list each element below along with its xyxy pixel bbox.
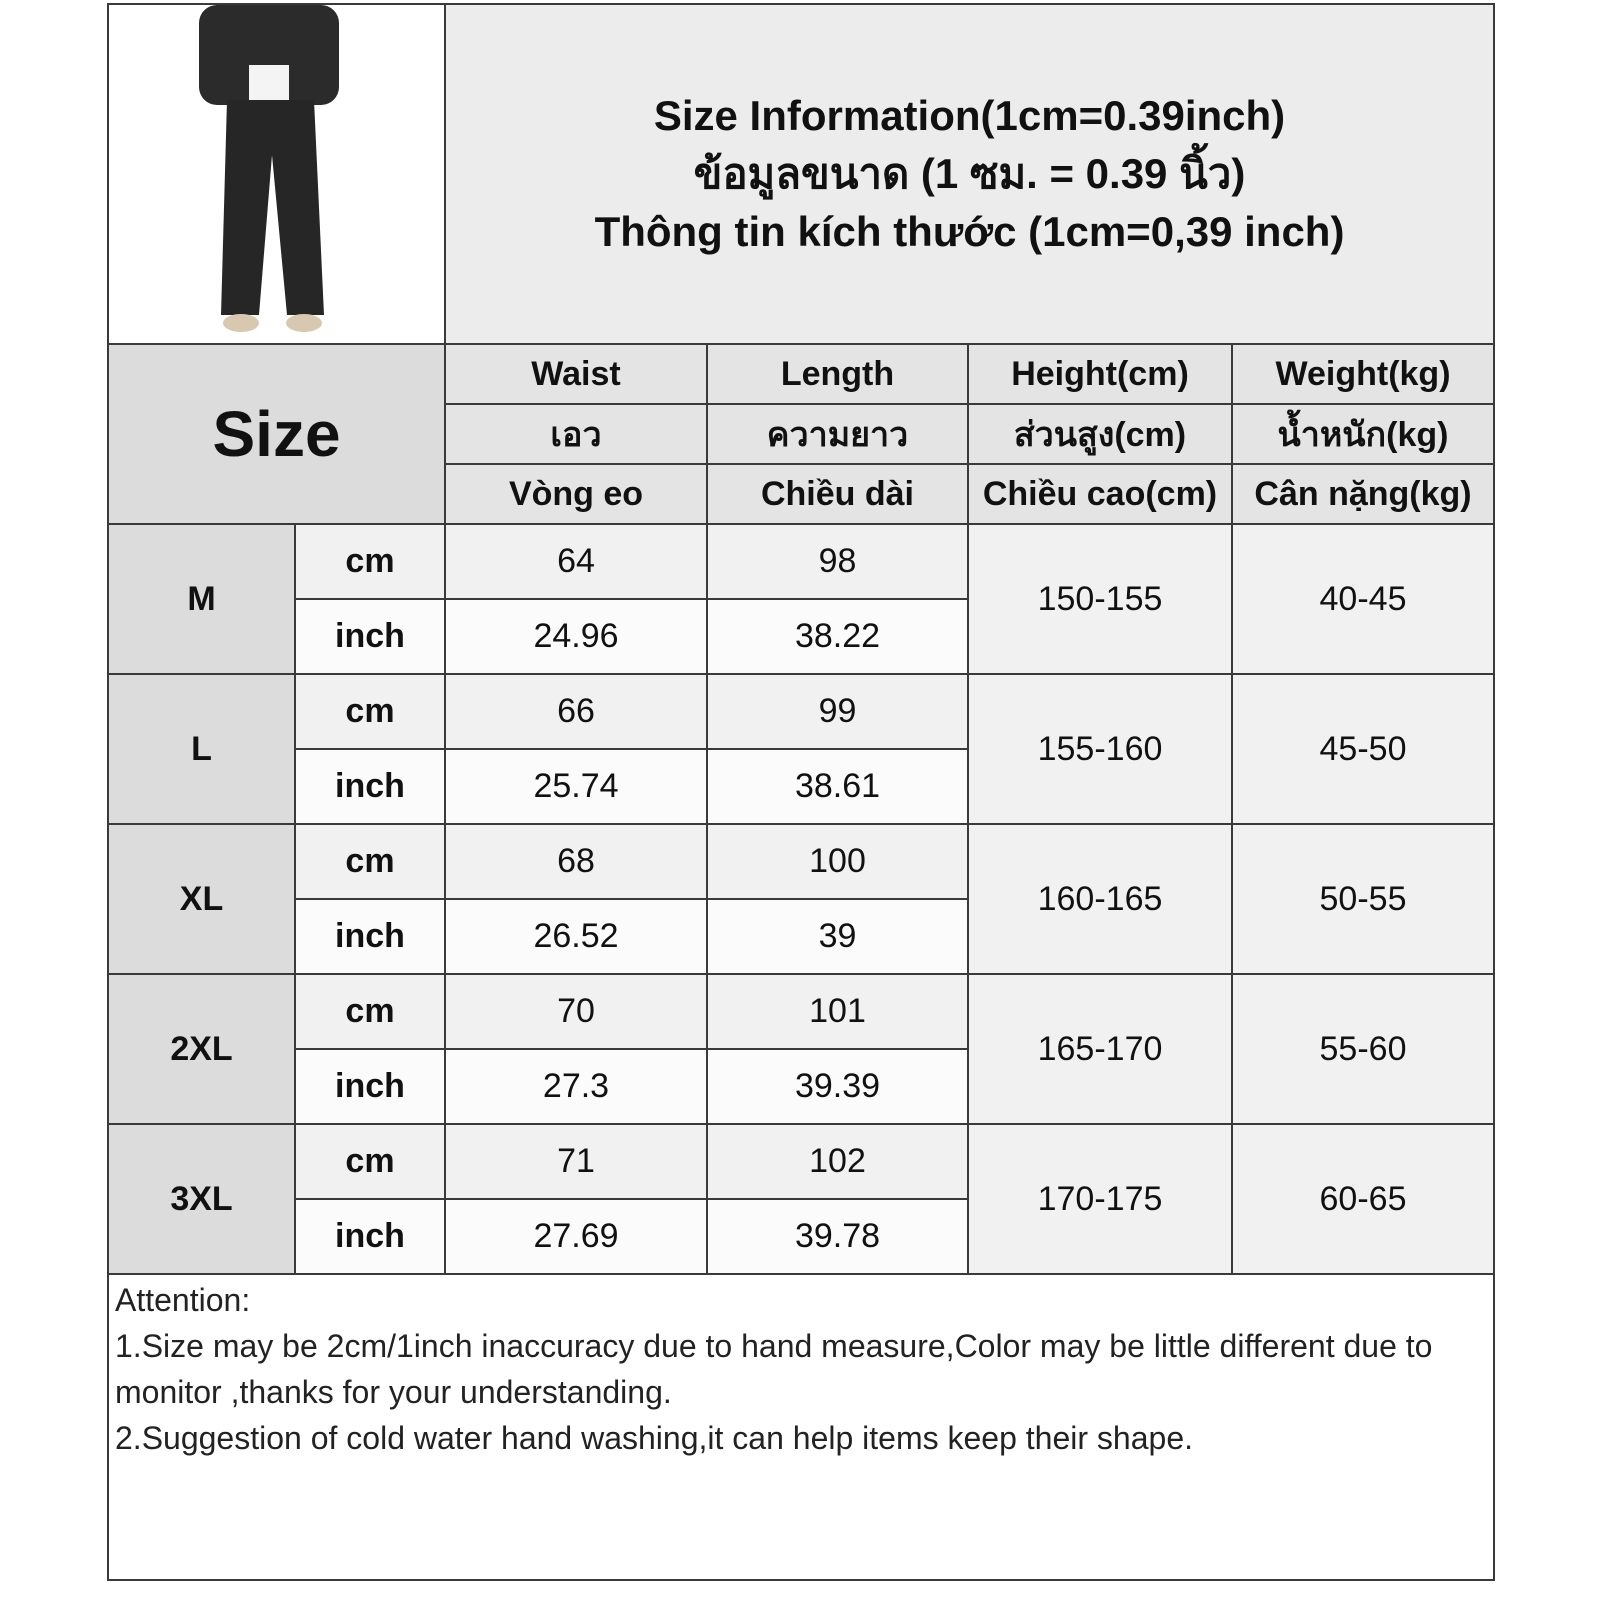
- unit-cm: cm: [294, 523, 446, 600]
- header-waist-th: เอว: [444, 403, 708, 465]
- length-cm: 98: [706, 523, 969, 600]
- length-cm: 99: [706, 673, 969, 750]
- pants-model-image: [199, 6, 339, 332]
- waist-cm: 64: [444, 523, 708, 600]
- waist-cm: 66: [444, 673, 708, 750]
- attention-notes: Attention: 1.Size may be 2cm/1inch inacc…: [106, 1273, 1496, 1581]
- size-row-inch: inch 27.3 39.39: [108, 1048, 1494, 1125]
- size-row-cm: XL cm 68 100 160-165 50-55: [107, 823, 1496, 975]
- size-row-cm: M cm 64 98 150-155 40-45: [107, 523, 1496, 675]
- weight-range: 60-65: [1230, 1123, 1496, 1275]
- header-length-vi: Chiều dài: [706, 463, 969, 525]
- header-waist-vi: Vòng eo: [444, 463, 708, 525]
- attention-note-1: 1.Size may be 2cm/1inch inaccuracy due t…: [115, 1328, 1442, 1410]
- header-height-en: Height(cm): [967, 343, 1233, 405]
- title-english: Size Information(1cm=0.39inch): [653, 92, 1286, 139]
- unit-inch: inch: [294, 898, 446, 975]
- height-range: 170-175: [967, 1123, 1233, 1275]
- product-photo: [107, 3, 446, 345]
- size-info-title: Size Information(1cm=0.39inch) ข้อมูลขนา…: [443, 3, 1496, 345]
- waist-inch: 25.74: [444, 748, 708, 825]
- length-inch: 38.61: [706, 748, 969, 825]
- size-label: L: [107, 673, 296, 825]
- height-range: 155-160: [967, 673, 1233, 825]
- weight-range: 55-60: [1230, 973, 1496, 1125]
- waist-cm: 68: [444, 823, 708, 900]
- header-length-th: ความยาว: [706, 403, 969, 465]
- size-label: M: [107, 523, 296, 675]
- size-row-cm: L cm 66 99 155-160 45-50: [107, 673, 1496, 825]
- unit-inch: inch: [294, 1198, 446, 1275]
- unit-cm: cm: [294, 823, 446, 900]
- unit-inch: inch: [294, 748, 446, 825]
- length-inch: 39: [706, 898, 969, 975]
- title-thai: ข้อมูลขนาด (1 ซม. = 0.39 นิ้ว): [693, 150, 1246, 197]
- unit-cm: cm: [294, 673, 446, 750]
- length-inch: 39.39: [706, 1048, 969, 1125]
- waist-inch: 26.52: [444, 898, 708, 975]
- header-waist-en: Waist: [444, 343, 708, 405]
- height-range: 150-155: [967, 523, 1233, 675]
- unit-inch: inch: [294, 598, 446, 675]
- unit-inch: inch: [294, 1048, 446, 1125]
- attention-note-2: 2.Suggestion of cold water hand washing,…: [115, 1420, 1193, 1456]
- size-chart-table: Size Information(1cm=0.39inch) ข้อมูลขนา…: [106, 3, 1496, 1581]
- size-row-inch: inch 26.52 39: [108, 898, 1494, 975]
- size-header: Size: [107, 343, 446, 525]
- size-row-cm: 3XL cm 71 102 170-175 60-65: [107, 1123, 1496, 1275]
- weight-range: 45-50: [1230, 673, 1496, 825]
- title-vietnamese: Thông tin kích thước (1cm=0,39 inch): [594, 208, 1345, 255]
- height-range: 165-170: [967, 973, 1233, 1125]
- height-range: 160-165: [967, 823, 1233, 975]
- waist-inch: 27.69: [444, 1198, 708, 1275]
- length-cm: 101: [706, 973, 969, 1050]
- header-length-en: Length: [706, 343, 969, 405]
- header-weight-en: Weight(kg): [1230, 343, 1496, 405]
- header-height-vi: Chiều cao(cm): [967, 463, 1233, 525]
- header-height-th: ส่วนสูง(cm): [967, 403, 1233, 465]
- length-cm: 102: [706, 1123, 969, 1200]
- waist-inch: 24.96: [444, 598, 708, 675]
- size-row-inch: inch 27.69 39.78: [108, 1198, 1494, 1275]
- unit-cm: cm: [294, 973, 446, 1050]
- size-row-inch: inch 24.96 38.22: [108, 598, 1494, 675]
- waist-inch: 27.3: [444, 1048, 708, 1125]
- size-row-cm: 2XL cm 70 101 165-170 55-60: [107, 973, 1496, 1125]
- header-weight-th: น้ำหนัก(kg): [1230, 403, 1496, 465]
- attention-heading: Attention:: [115, 1282, 251, 1318]
- waist-cm: 71: [444, 1123, 708, 1200]
- length-cm: 100: [706, 823, 969, 900]
- size-row-inch: inch 25.74 38.61: [108, 748, 1494, 825]
- header-weight-vi: Cân nặng(kg): [1230, 463, 1496, 525]
- length-inch: 38.22: [706, 598, 969, 675]
- weight-range: 40-45: [1230, 523, 1496, 675]
- length-inch: 39.78: [706, 1198, 969, 1275]
- size-label: 3XL: [107, 1123, 296, 1275]
- waist-cm: 70: [444, 973, 708, 1050]
- size-label: XL: [107, 823, 296, 975]
- weight-range: 50-55: [1230, 823, 1496, 975]
- size-label: 2XL: [107, 973, 296, 1125]
- unit-cm: cm: [294, 1123, 446, 1200]
